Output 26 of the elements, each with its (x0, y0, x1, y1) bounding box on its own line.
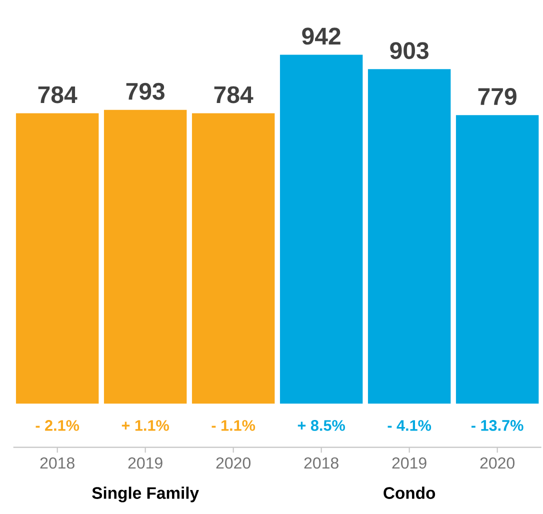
bar (280, 54, 363, 404)
text: - 4.1% (388, 420, 432, 431)
data-label: 942 (302, 28, 340, 45)
bar (456, 115, 539, 404)
x-tick-label: 2019 (392, 457, 426, 469)
data-label: 784 (38, 86, 78, 104)
data-label: 793 (126, 82, 164, 100)
x-tick-label: 2020 (216, 457, 251, 469)
text: + 8.5% (298, 420, 345, 431)
text: Single Family (92, 486, 199, 502)
bar (192, 113, 275, 404)
text: + 1.1% (122, 420, 169, 431)
text: - 1.1% (212, 420, 256, 431)
x-tick-label: 2019 (128, 457, 162, 469)
bar (104, 110, 187, 404)
x-tick-label: 2018 (40, 457, 74, 469)
text: - 2.1% (36, 420, 80, 431)
data-label: 779 (478, 88, 516, 106)
x-tick-label: 2020 (480, 457, 514, 469)
x-tick-label: 2018 (304, 457, 338, 469)
text: Condo (384, 486, 436, 499)
bar (16, 113, 99, 404)
data-label: 903 (390, 42, 428, 60)
bar (368, 69, 451, 404)
text: - 13.7% (472, 420, 524, 431)
data-label: 784 (214, 86, 254, 104)
